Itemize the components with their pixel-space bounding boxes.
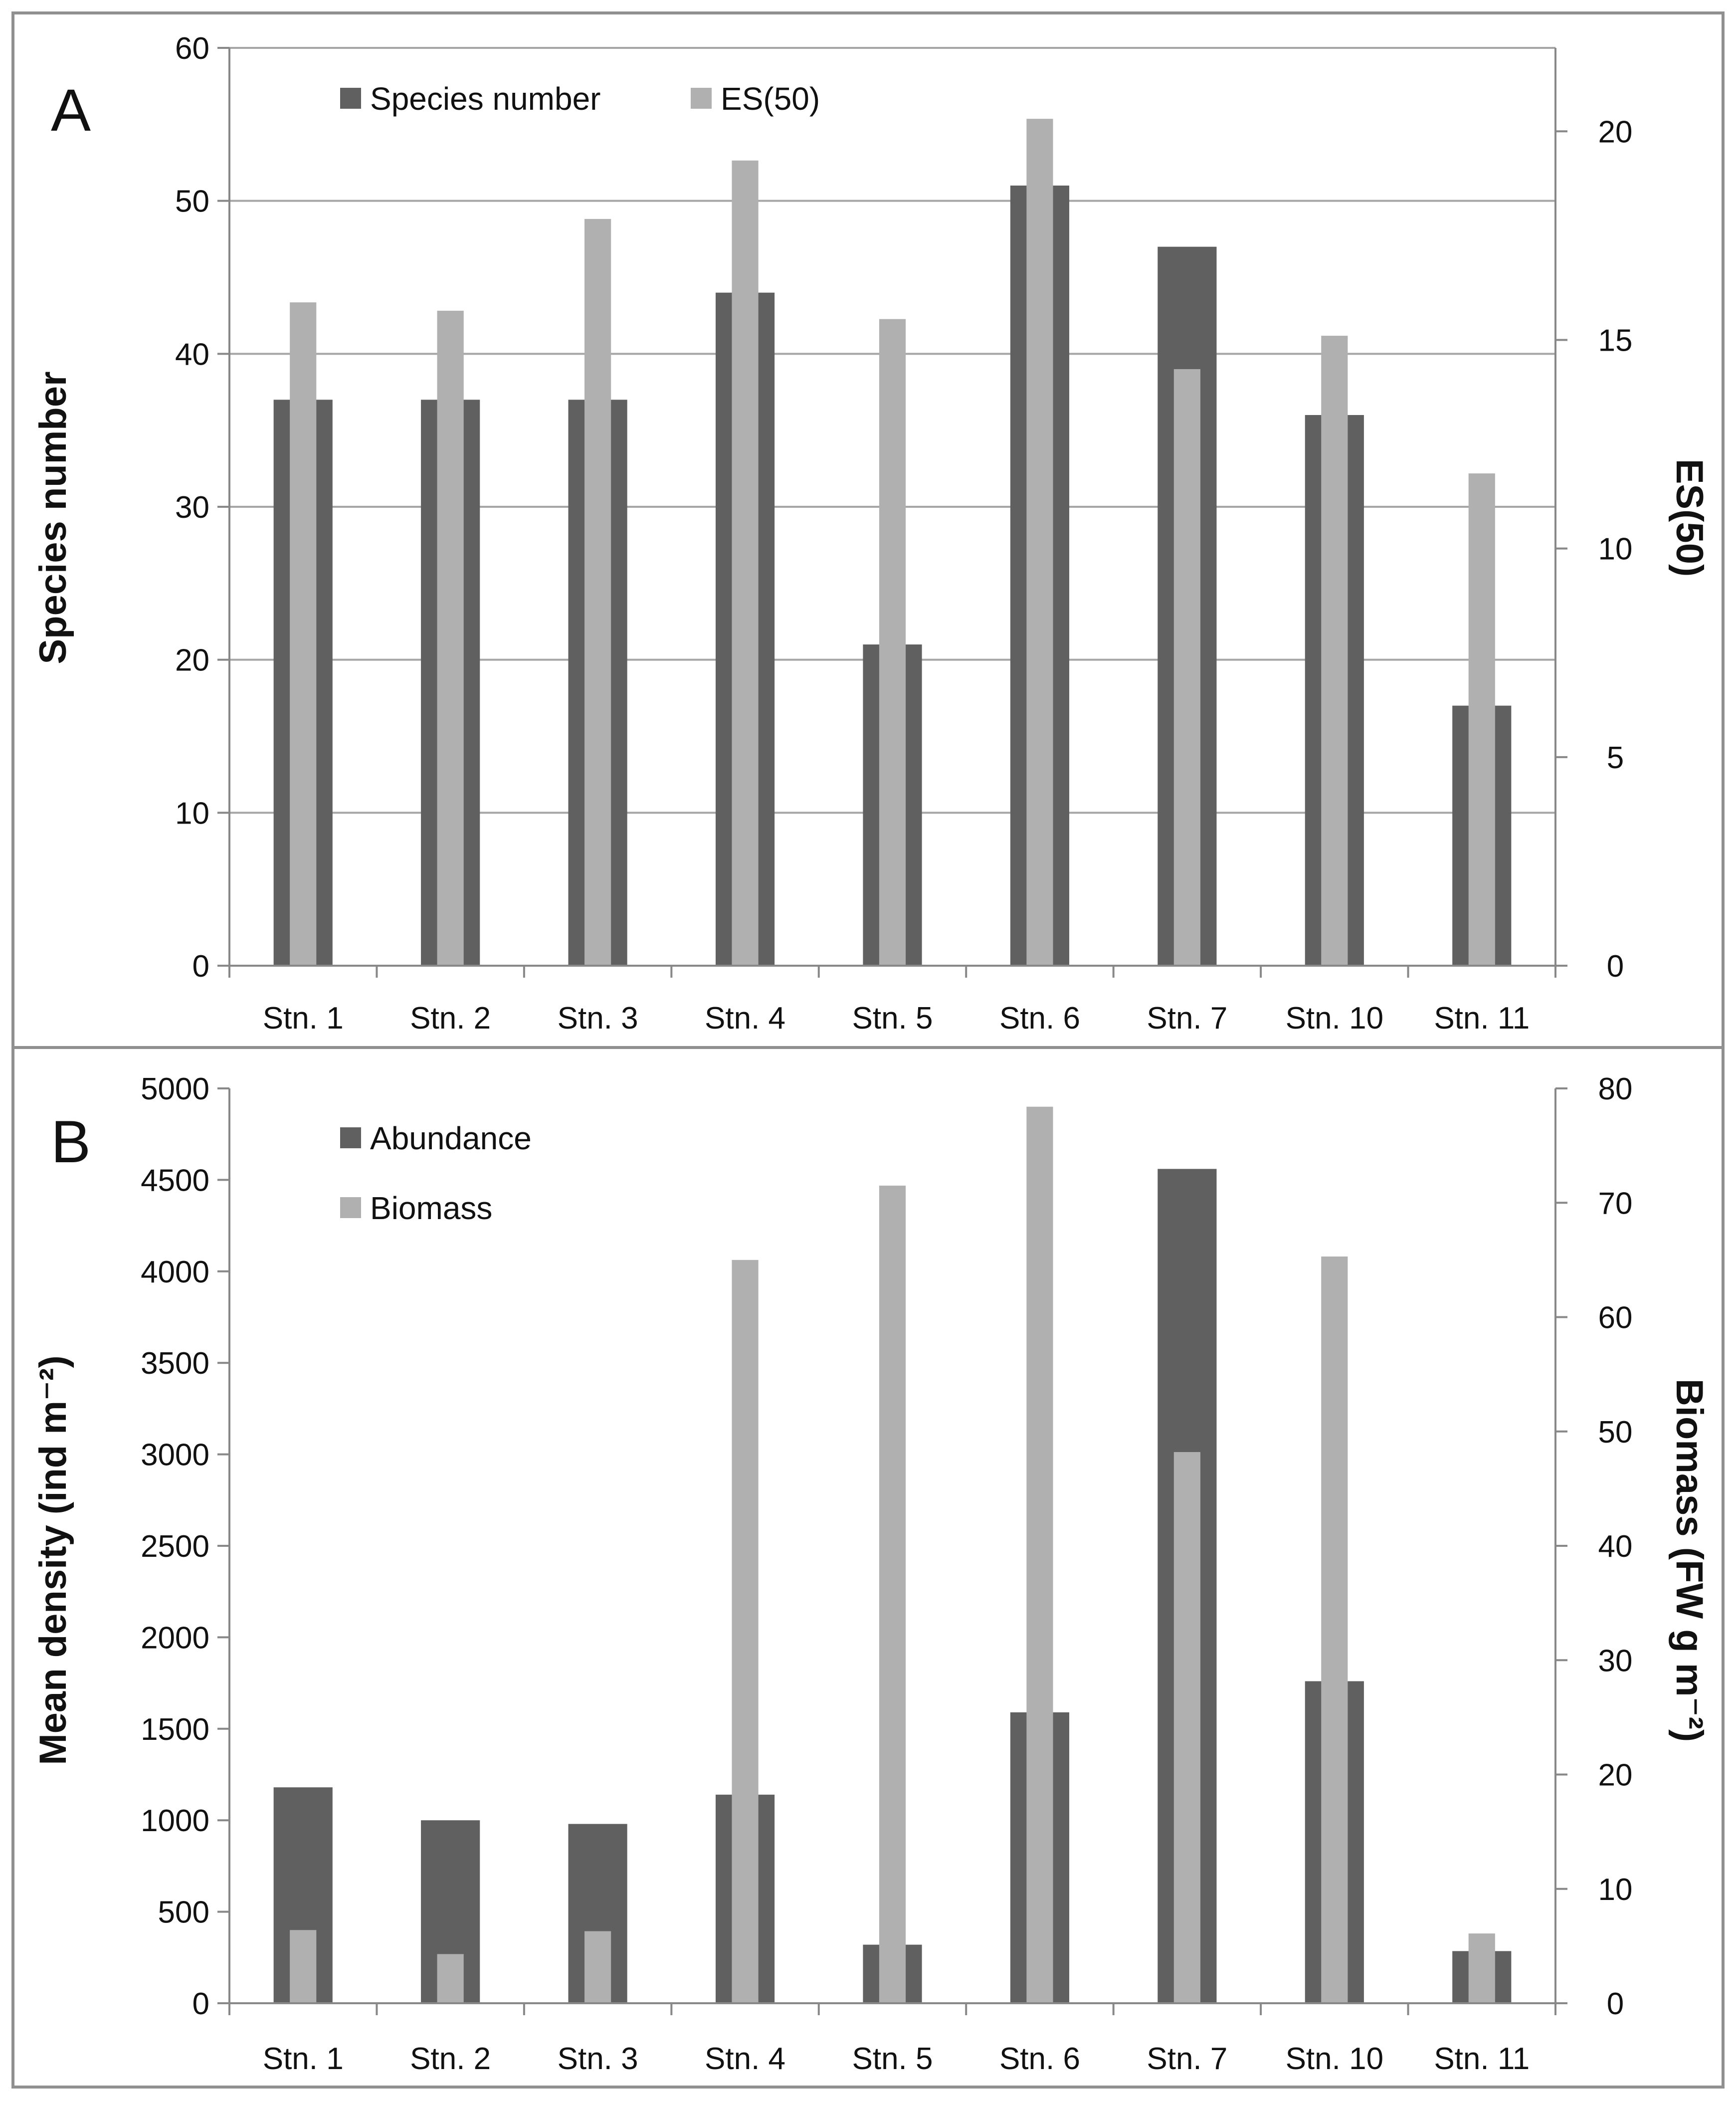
bar-biomass — [879, 1185, 906, 2003]
bar-es-50- — [584, 218, 611, 966]
bar-biomass — [584, 1931, 611, 2003]
right-tick-label: 80 — [1598, 1072, 1633, 1106]
category-label: Stn. 6 — [999, 1001, 1080, 1036]
bar-biomass — [290, 1930, 317, 2003]
bar-es-50- — [1026, 119, 1053, 966]
panel-a-y2-axis-title: ES(50) — [1668, 459, 1711, 577]
category-label: Stn. 5 — [852, 1001, 933, 1036]
panel-b-plot: 0500100015002000250030003500400045005000… — [141, 1072, 1632, 2076]
panel-a-legend-species-swatch — [340, 88, 361, 109]
category-label: Stn. 11 — [1434, 1001, 1530, 1036]
right-tick-label: 10 — [1598, 532, 1633, 567]
bar-biomass — [1173, 1452, 1200, 2003]
bar-es-50- — [1468, 473, 1495, 966]
panel-a-plot: 0 10 20 30 40 50 60 0 5 10 15 20 Stn. 1 Stn. 2 Stn. 3 S… — [175, 31, 1632, 1036]
category-label: Stn. 3 — [558, 2042, 638, 2076]
category-label: Stn. 4 — [705, 1001, 785, 1036]
category-label: Stn. 10 — [1286, 1001, 1383, 1036]
panel-b-legend-biomass-label: Biomass — [370, 1190, 492, 1226]
category-label: Stn. 6 — [999, 2042, 1080, 2076]
right-tick-label: 0 — [1607, 949, 1624, 984]
left-tick-label: 2000 — [141, 1621, 209, 1655]
left-tick-label: 30 — [175, 490, 209, 525]
category-label: Stn. 2 — [410, 2042, 491, 2076]
right-tick-label: 20 — [1598, 115, 1633, 149]
left-tick-label: 10 — [175, 796, 209, 831]
bar-es-50- — [290, 302, 317, 966]
category-label: Stn. 7 — [1147, 1001, 1227, 1036]
category-label: Stn. 2 — [410, 1001, 491, 1036]
left-tick-label: 5000 — [141, 1072, 209, 1106]
left-tick-label: 3000 — [141, 1438, 209, 1472]
panel-b-legend-biomass-swatch — [340, 1197, 361, 1218]
left-tick-label: 1500 — [141, 1712, 209, 1747]
bar-biomass — [1026, 1106, 1053, 2003]
left-tick-label: 40 — [175, 337, 209, 372]
panel-a-legend-es50-label: ES(50) — [721, 81, 820, 117]
category-label: Stn. 7 — [1147, 2042, 1227, 2076]
panel-b-legend-abundance-swatch — [340, 1127, 361, 1148]
left-tick-label: 4500 — [141, 1163, 209, 1198]
right-tick-label: 40 — [1598, 1529, 1633, 1564]
panel-b-letter: B — [51, 1108, 91, 1175]
panel-b-frame — [11, 1046, 1725, 2089]
right-tick-label: 50 — [1598, 1415, 1633, 1450]
right-tick-label: 5 — [1607, 741, 1624, 775]
panel-b-y-axis-title: Mean density (ind m⁻²) — [32, 1355, 74, 1765]
panel-a-legend-es50-swatch — [691, 88, 712, 109]
category-label: Stn. 5 — [852, 2042, 933, 2076]
right-tick-label: 0 — [1607, 1987, 1624, 2021]
bar-biomass — [437, 1954, 464, 2003]
left-tick-label: 60 — [175, 31, 209, 66]
panel-a-y-axis-title: Species number — [32, 371, 74, 664]
left-tick-label: 1000 — [141, 1804, 209, 1838]
right-tick-label: 30 — [1598, 1644, 1633, 1678]
bar-es-50- — [437, 310, 464, 966]
category-label: Stn. 1 — [263, 2042, 344, 2076]
right-tick-label: 10 — [1598, 1873, 1633, 1907]
right-tick-label: 60 — [1598, 1301, 1633, 1335]
category-label: Stn. 10 — [1286, 2042, 1383, 2076]
panel-b-legend-abundance-label: Abundance — [370, 1120, 532, 1156]
panel-b-y2-axis-title: Biomass (FW g m⁻²) — [1668, 1379, 1711, 1742]
category-label: Stn. 4 — [705, 2042, 785, 2076]
left-tick-label: 4000 — [141, 1255, 209, 1289]
bar-biomass — [1321, 1256, 1348, 2003]
left-tick-label: 0 — [193, 1987, 209, 2021]
bar-biomass — [732, 1260, 759, 2003]
left-tick-label: 0 — [193, 949, 209, 984]
bar-es-50- — [1321, 336, 1348, 966]
left-tick-label: 20 — [175, 643, 209, 678]
category-label: Stn. 1 — [263, 1001, 344, 1036]
left-tick-label: 3500 — [141, 1346, 209, 1381]
right-tick-label: 15 — [1598, 323, 1633, 358]
category-label: Stn. 3 — [558, 1001, 638, 1036]
bar-es-50- — [1173, 369, 1200, 966]
panel-a-legend-species-label: Species number — [370, 81, 600, 117]
left-tick-label: 50 — [175, 185, 209, 219]
right-tick-label: 70 — [1598, 1186, 1633, 1221]
bar-es-50- — [732, 160, 759, 966]
bar-biomass — [1468, 1933, 1495, 2003]
left-tick-label: 500 — [158, 1895, 209, 1930]
bar-es-50- — [879, 319, 906, 966]
panel-a-letter: A — [51, 77, 91, 144]
right-tick-label: 20 — [1598, 1758, 1633, 1793]
category-label: Stn. 11 — [1434, 2042, 1530, 2076]
left-tick-label: 2500 — [141, 1529, 209, 1564]
